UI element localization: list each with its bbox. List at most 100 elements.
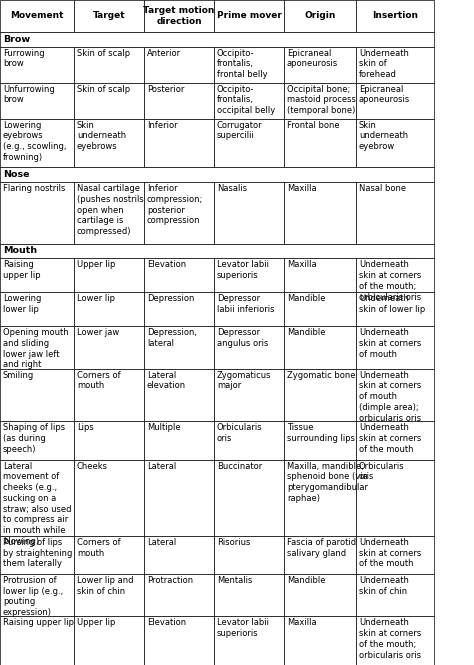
Bar [284,422,356,460]
Bar [74,82,144,118]
Text: Opening mouth
and sliding
lower jaw left
and right: Opening mouth and sliding lower jaw left… [3,328,69,369]
Bar [214,536,284,574]
Bar [0,82,74,118]
Bar [74,574,144,616]
Bar [214,47,284,82]
Text: Underneath
skin of lower lip: Underneath skin of lower lip [359,294,425,314]
Bar [214,292,284,326]
Text: Lateral: Lateral [147,538,176,547]
Bar [144,118,214,168]
Text: Mandible: Mandible [287,576,326,585]
Text: Nasal cartilage
(pushes nostrils
open when
cartilage is
compressed): Nasal cartilage (pushes nostrils open wh… [77,184,144,236]
Bar [0,47,74,82]
Bar [74,326,144,368]
Bar [144,536,214,574]
Bar [284,536,356,574]
Text: Occipital bone;
mastoid process
(temporal bone): Occipital bone; mastoid process (tempora… [287,84,356,115]
Bar [74,118,144,168]
Bar [284,182,356,243]
Text: Skin of scalp: Skin of scalp [77,49,130,58]
Bar [284,259,356,292]
Text: Buccinator: Buccinator [217,462,262,471]
Text: Furrowing
brow: Furrowing brow [3,49,45,68]
Text: Nose: Nose [3,170,29,180]
Text: Lateral
movement of
cheeks (e.g.,
sucking on a
straw; also used
to compress air
: Lateral movement of cheeks (e.g., suckin… [3,462,72,546]
Bar [0,368,74,422]
Bar [144,292,214,326]
Bar [144,182,214,243]
Bar [284,292,356,326]
Bar [214,368,284,422]
Text: Origin: Origin [304,11,336,21]
Bar [74,47,144,82]
Text: Occipito-
frontalis,
frontal belly: Occipito- frontalis, frontal belly [217,49,268,79]
Text: Lower lip: Lower lip [77,294,115,303]
Bar [0,118,74,168]
Bar [356,574,434,616]
Bar [214,82,284,118]
Text: Underneath
skin of chin: Underneath skin of chin [359,576,409,596]
Text: Inferior: Inferior [147,120,178,130]
Text: Shaping of lips
(as during
speech): Shaping of lips (as during speech) [3,424,65,454]
Text: Epicraneal
aponeurosis: Epicraneal aponeurosis [359,84,410,104]
Text: Maxilla: Maxilla [287,261,317,269]
Bar [284,82,356,118]
Text: Nasal bone: Nasal bone [359,184,406,193]
Bar [0,422,74,460]
Bar [74,292,144,326]
Bar [214,0,284,32]
Bar [74,0,144,32]
Bar [144,460,214,536]
Bar [214,118,284,168]
Text: Corners of
mouth: Corners of mouth [77,538,120,557]
Text: Maxilla, mandible;
sphenoid bone (via
pterygomandibular
raphae): Maxilla, mandible; sphenoid bone (via pt… [287,462,368,503]
Text: Underneath
skin at corners
of the mouth;
orbicularis oris: Underneath skin at corners of the mouth;… [359,618,421,660]
Text: Lowering
lower lip: Lowering lower lip [3,294,41,314]
Bar [214,422,284,460]
Text: Depressor
labii inferioris: Depressor labii inferioris [217,294,274,314]
Text: Occipito-
frontalis,
occipital belly: Occipito- frontalis, occipital belly [217,84,275,115]
Bar [74,422,144,460]
Text: Risorius: Risorius [217,538,250,547]
Text: Lips: Lips [77,424,94,432]
Bar [356,326,434,368]
Bar [284,574,356,616]
Text: Upper lip: Upper lip [77,618,115,627]
Text: Insertion: Insertion [372,11,418,21]
Text: Movement: Movement [10,11,64,21]
Text: Skin of scalp: Skin of scalp [77,84,130,94]
Bar [0,292,74,326]
Text: Corrugator
supercilii: Corrugator supercilii [217,120,263,140]
Bar [214,182,284,243]
Bar [284,460,356,536]
Text: Orbicularis
oris: Orbicularis oris [217,424,263,443]
Text: Depression: Depression [147,294,194,303]
Bar [144,616,214,665]
Bar [284,326,356,368]
Text: Prime mover: Prime mover [217,11,282,21]
Bar [144,82,214,118]
Bar [0,574,74,616]
Bar [144,368,214,422]
Text: Pursing of lips
by straightening
them laterally: Pursing of lips by straightening them la… [3,538,73,569]
Text: Inferior
compression;
posterior
compression: Inferior compression; posterior compress… [147,184,203,225]
Bar [284,368,356,422]
Bar [356,47,434,82]
Bar [284,47,356,82]
Bar [214,616,284,665]
Text: Maxilla: Maxilla [287,184,317,193]
Bar [0,168,434,182]
Bar [214,259,284,292]
Bar [74,616,144,665]
Bar [0,536,74,574]
Text: Target motion
direction: Target motion direction [143,6,215,26]
Text: Skin
underneath
eyebrow: Skin underneath eyebrow [359,120,408,151]
Text: Multiple: Multiple [147,424,181,432]
Bar [356,0,434,32]
Bar [144,422,214,460]
Text: Tissue
surrounding lips: Tissue surrounding lips [287,424,355,443]
Text: Zygomatic bone: Zygomatic bone [287,370,356,380]
Bar [0,182,74,243]
Bar [356,368,434,422]
Text: Protraction: Protraction [147,576,193,585]
